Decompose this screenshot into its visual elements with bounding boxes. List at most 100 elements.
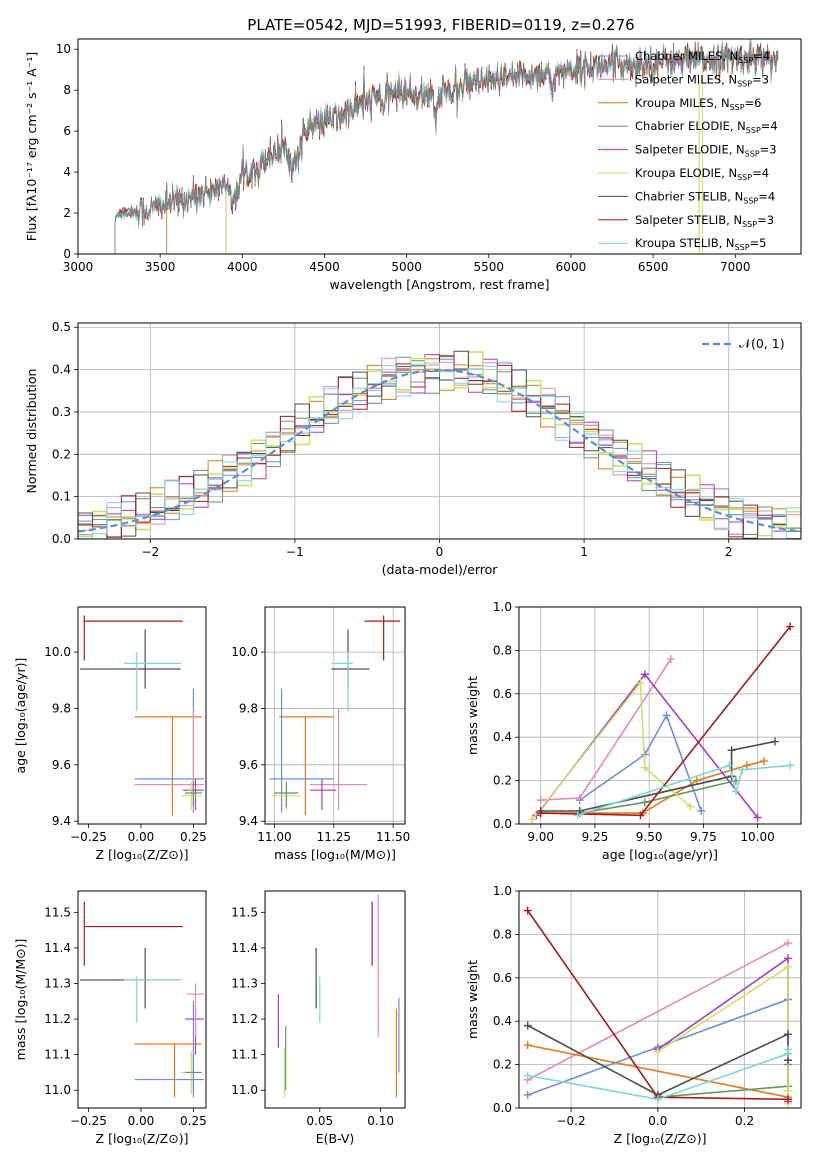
legend-entry: 𝒩(0, 1) (739, 336, 785, 351)
y-tick-label: 11.3 (231, 976, 258, 990)
y-tick-label: 6 (63, 124, 71, 138)
residual-legend: 𝒩(0, 1) (702, 336, 785, 351)
spectrum-lines (114, 39, 779, 254)
y-tick-label: 0 (63, 247, 71, 261)
x-tick-label: 11.00 (257, 830, 291, 844)
x-tick-label: 6500 (638, 260, 669, 274)
weight-marker (727, 746, 736, 755)
weight-marker (738, 765, 747, 774)
legend-entry: Kroupa ELODIE, NSSP=4 (635, 166, 769, 182)
x-axis-label: E(B-V) (316, 1131, 355, 1146)
x-tick-label: −1 (286, 545, 304, 559)
x-tick-label: 0.0 (648, 1114, 667, 1128)
observed-spectrum (114, 42, 779, 254)
weight-marker (760, 757, 769, 766)
y-tick-label: 0.4 (52, 363, 71, 377)
y-tick-label: 0.1 (52, 490, 71, 504)
weight-marker (536, 796, 545, 805)
x-tick-label: 0.25 (180, 1114, 207, 1128)
weight-marker (786, 622, 795, 631)
y-tick-label: 0.2 (493, 774, 512, 788)
y-tick-label: 0.6 (493, 687, 512, 701)
y-tick-label: 1.0 (493, 884, 512, 898)
panel-weight-vs-Z: −0.2 0.0 0.2 0.0 0.2 0.4 0.6 0.8 1.0 Z [log₁₀(Z/Z… (465, 884, 802, 1146)
x-axis-label: (data-model)/error (382, 562, 499, 577)
y-tick-label: 0.0 (493, 1101, 512, 1115)
y-tick-label: 0.2 (493, 1058, 512, 1072)
x-tick-label: 0.00 (128, 830, 155, 844)
weight-marker (783, 1030, 792, 1039)
y-tick-label: 0.4 (493, 1014, 512, 1028)
y-tick-label: 0.6 (493, 971, 512, 985)
x-tick-label: 7000 (720, 260, 751, 274)
weight-marker (523, 906, 532, 915)
y-tick-label: 0.0 (52, 532, 71, 546)
axes-frame (264, 606, 406, 825)
weight-marker (523, 1090, 532, 1099)
histogram-kroupa-stelib (78, 362, 801, 539)
weight-marker (783, 954, 792, 963)
weight-marker (783, 962, 792, 971)
axes-frame (77, 890, 207, 1109)
y-tick-label: 9.4 (52, 814, 71, 828)
y-tick-label: 11.2 (44, 1012, 71, 1026)
weight-line-kroupa-elodie (531, 680, 691, 821)
x-tick-label: −0.2 (556, 1114, 585, 1128)
weight-marker (697, 806, 706, 815)
error-bars (277, 894, 400, 1098)
weight-marker (640, 798, 649, 807)
x-tick-label: 5500 (474, 260, 505, 274)
y-tick-label: 0.8 (493, 927, 512, 941)
legend-entry: Salpeter ELODIE, NSSP=3 (635, 143, 777, 159)
axes-frame (77, 38, 802, 255)
weight-marker (753, 813, 762, 822)
y-tick-label: 0.8 (493, 643, 512, 657)
weight-marker (770, 737, 779, 746)
y-tick-label: 11.5 (44, 905, 71, 919)
weight-marker (731, 787, 740, 796)
y-tick-label: 0.5 (52, 320, 71, 334)
x-tick-label: 11.25 (317, 830, 351, 844)
weight-line-salpeter-miles (540, 658, 672, 801)
y-tick-label: 0.2 (52, 447, 71, 461)
y-tick-label: 11.1 (44, 1048, 71, 1062)
x-tick-label: −0.25 (70, 830, 107, 844)
y-tick-label: 4 (63, 165, 71, 179)
weight-marker (653, 1047, 662, 1056)
legend-entry: Salpeter MILES, NSSP=3 (635, 72, 769, 88)
x-tick-label: 3000 (63, 260, 94, 274)
legend-entry: Kroupa MILES, NSSP=6 (635, 96, 761, 112)
panels: 3000 3500 4000 4500 5000 5500 6000 6500 7000 0 2 4 6… (13, 38, 802, 1146)
weight-marker (662, 711, 671, 720)
weight-line-chabrier-miles (579, 713, 702, 812)
weight-lines (523, 906, 792, 1108)
weight-marker (783, 1095, 792, 1104)
x-tick-label: −0.25 (70, 1114, 107, 1128)
y-tick-label: 11.4 (231, 941, 258, 955)
weight-marker (692, 776, 701, 785)
y-axis-label: mass [log₁₀(M/M⊙)] (13, 939, 28, 1061)
x-tick-label: 9.25 (582, 830, 609, 844)
panel-mass-vs-Z: −0.25 0.00 0.25 11.0 11.1 11.2 11.3 11.4 11.5 Z [… (13, 890, 207, 1146)
weight-line-salpeter-miles (527, 942, 789, 1081)
y-tick-label: 11.3 (44, 976, 71, 990)
y-tick-label: 11.0 (44, 1083, 71, 1097)
panel-weight-vs-age: 9.00 9.25 9.50 9.75 10.00 0.0 0.2 0.4 0.6 0.8 1.0 a… (465, 600, 802, 862)
weight-marker (575, 793, 584, 802)
x-axis-label: wavelength [Angstrom, rest frame] (329, 277, 549, 292)
panel-age-vs-Z: −0.25 0.00 0.25 9.4 9.6 9.8 10.0 Z [log₁₀(Z/Z⊙)… (13, 606, 207, 862)
y-tick-label: 0.3 (52, 405, 71, 419)
y-tick-label: 11.1 (231, 1048, 258, 1062)
weight-marker (686, 802, 695, 811)
x-axis-label: Z [log₁₀(Z/Z⊙)] (96, 1131, 189, 1146)
x-axis-label: Z [log₁₀(Z/Z⊙)] (96, 847, 189, 862)
x-tick-label: 4500 (309, 260, 340, 274)
axes-frame (264, 890, 406, 1109)
y-tick-label: 0.0 (493, 817, 512, 831)
legend-entry: Chabrier STELIB, NSSP=4 (635, 189, 775, 205)
weight-marker (725, 761, 734, 770)
weight-marker (573, 811, 582, 820)
x-tick-label: 1 (580, 545, 588, 559)
y-tick-label: 0.4 (493, 730, 512, 744)
y-tick-label: 9.4 (239, 814, 258, 828)
